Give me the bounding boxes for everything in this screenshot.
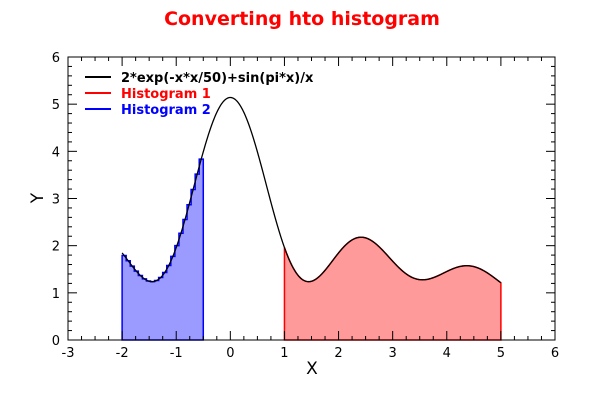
y-tick-label: 6 (52, 51, 60, 66)
y-tick-label: 3 (52, 193, 60, 208)
chart-title: Converting hto histogram (164, 8, 440, 30)
legend-entry: Histogram 1 (121, 87, 211, 102)
histogram-2-bars (121, 158, 205, 341)
legend-entry: 2*exp(-x*x/50)+sin(pi*x)/x (121, 71, 314, 86)
x-axis-label: X (306, 359, 318, 379)
x-tick-label: 0 (226, 346, 234, 361)
legend-entry: Histogram 2 (121, 103, 211, 118)
x-tick-label: 1 (280, 346, 288, 361)
x-tick-label: 3 (389, 346, 397, 361)
y-axis-label: Y (28, 192, 48, 204)
x-tick-label: -1 (170, 346, 183, 361)
x-tick-label: -2 (116, 346, 129, 361)
x-tick-label: -3 (62, 346, 75, 361)
x-tick-label: 2 (334, 346, 342, 361)
y-tick-label: 4 (52, 145, 60, 160)
y-tick-label: 1 (52, 287, 60, 302)
x-tick-label: 5 (497, 346, 505, 361)
y-tick-label: 0 (52, 334, 60, 349)
axis-ticks: -3 -2 -1 0 1 2 3 4 5 6 0 1 2 3 4 5 6 (52, 51, 559, 361)
y-tick-label: 5 (52, 98, 60, 113)
function-curve (121, 96, 502, 284)
x-tick-label: 4 (443, 346, 451, 361)
x-tick-label: 6 (551, 346, 559, 361)
plot-area (121, 96, 502, 341)
y-tick-label: 2 (52, 240, 60, 255)
